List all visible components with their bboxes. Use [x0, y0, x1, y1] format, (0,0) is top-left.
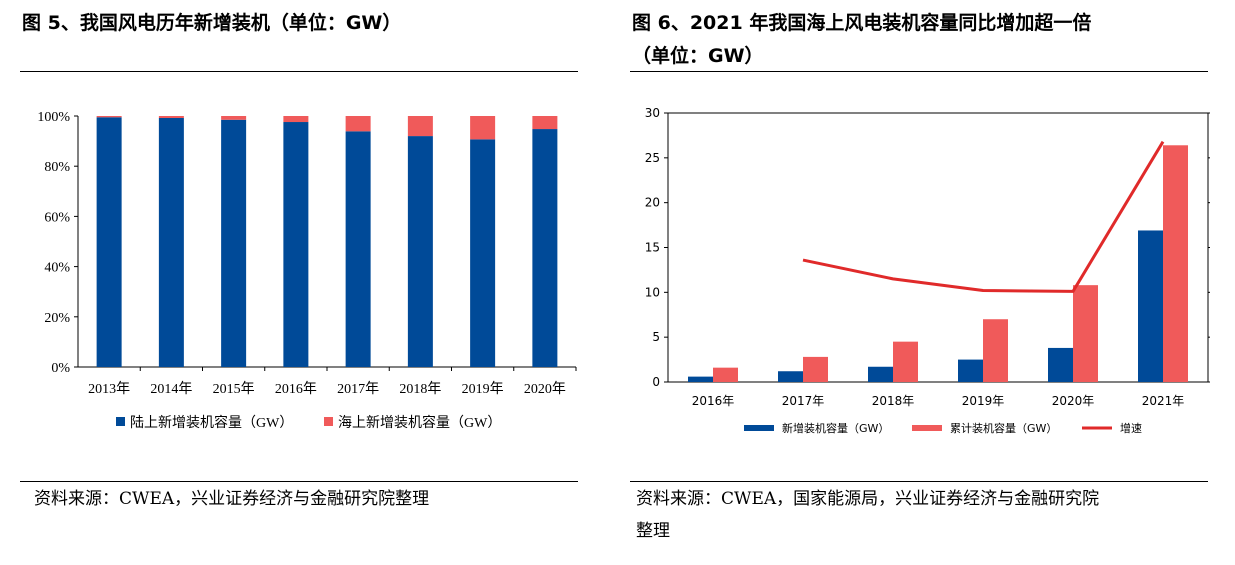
legend-cumulative-capacity-swatch — [912, 425, 942, 431]
new-capacity-bar — [868, 366, 893, 382]
y-tick-label: 20% — [44, 311, 70, 326]
legend-new-capacity-label: 新增装机容量（GW） — [782, 421, 889, 435]
figure-5-title: 图 5、我国风电历年新增装机（单位：GW） — [22, 12, 402, 34]
onshore-bar — [158, 118, 184, 367]
y-tick-label: 30 — [645, 106, 660, 120]
onshore-bar — [532, 129, 558, 367]
onshore-bar — [283, 122, 309, 367]
figure-6-bottom-rule — [630, 481, 1208, 482]
figure-6-source-line-1: 资料来源：CWEA，国家能源局，兴业证券经济与金融研究院 — [636, 489, 1100, 509]
y-tick-label: 0 — [652, 375, 660, 389]
y-tick-label: 60% — [44, 210, 70, 225]
x-tick-label: 2018年 — [872, 394, 915, 408]
x-tick-label: 2016年 — [692, 394, 735, 408]
y-tick-label: 100% — [37, 110, 70, 125]
legend-growth-rate-label: 增速 — [1120, 421, 1142, 435]
x-tick-label: 2020年 — [524, 381, 566, 397]
offshore-bar — [158, 116, 184, 119]
x-tick-label: 2018年 — [399, 381, 441, 397]
x-tick-label: 2014年 — [150, 381, 192, 397]
y-tick-label: 10 — [645, 285, 660, 299]
figure-5-panel: 图 5、我国风电历年新增装机（单位：GW） 0% 20% 40% 60% 80% 100%… — [20, 0, 580, 565]
legend-label-offshore: 海上新增装机容量（GW） — [338, 414, 501, 431]
x-tick-label: 2016年 — [275, 381, 317, 397]
x-tick-label: 2015年 — [213, 381, 255, 397]
y-tick-label: 80% — [44, 160, 70, 175]
x-tick-label: 2013年 — [88, 381, 130, 397]
new-capacity-bar — [778, 371, 803, 382]
cumulative-capacity-bar — [803, 356, 828, 382]
offshore-bar — [283, 116, 309, 123]
onshore-bar — [407, 136, 433, 367]
onshore-bar — [345, 131, 371, 367]
new-capacity-bar — [688, 376, 713, 382]
onshore-bar — [221, 119, 247, 367]
x-tick-label: 2019年 — [962, 394, 1005, 408]
new-capacity-bar — [1048, 347, 1073, 382]
legend-swatch-offshore — [324, 417, 333, 426]
cumulative-capacity-bar — [983, 319, 1008, 382]
figure-6-chart: 0 5 10 15 20 25 30 2016年 2017年 2018年 2019年 2020年 202… — [645, 106, 1210, 435]
y-tick-label: 40% — [44, 261, 70, 276]
legend-new-capacity-swatch — [744, 425, 774, 431]
cumulative-capacity-bar — [713, 367, 738, 382]
offshore-bar — [96, 116, 122, 118]
offshore-bar — [221, 116, 247, 120]
figure-5-bottom-rule — [20, 481, 578, 482]
legend-swatch-onshore — [116, 417, 125, 426]
y-tick-label: 5 — [652, 330, 660, 344]
cumulative-capacity-bar — [1163, 145, 1188, 382]
figure-6-panel: 图 6、2021 年我国海上风电装机容量同比增加超一倍 （单位：GW） 0 5 10… — [630, 0, 1210, 565]
figure-6-title-line-1: 图 6、2021 年我国海上风电装机容量同比增加超一倍 — [632, 12, 1092, 34]
onshore-bar — [470, 139, 496, 367]
legend-cumulative-capacity-label: 累计装机容量（GW） — [950, 421, 1057, 435]
cumulative-capacity-bar — [893, 341, 918, 382]
offshore-bar — [407, 116, 433, 137]
figure-6-source-line-2: 整理 — [636, 521, 670, 541]
y-tick-label: 20 — [645, 196, 660, 210]
new-capacity-bar — [958, 359, 983, 382]
x-tick-label: 2019年 — [462, 381, 504, 397]
onshore-bar — [96, 117, 122, 367]
figure-5-top-rule — [20, 71, 578, 72]
cumulative-capacity-bar — [1073, 285, 1098, 382]
x-tick-label: 2020年 — [1052, 394, 1095, 408]
plot-frame — [667, 112, 1209, 383]
figure-6-top-rule — [630, 71, 1208, 72]
x-tick-label: 2017年 — [782, 394, 825, 408]
y-tick-label: 25 — [645, 151, 660, 165]
y-tick-label: 0% — [51, 361, 70, 376]
legend-label-onshore: 陆上新增装机容量（GW） — [130, 414, 293, 431]
offshore-bar — [470, 116, 496, 140]
figure-6-title-line-2: （单位：GW） — [632, 45, 764, 67]
new-capacity-bar — [1138, 230, 1163, 382]
y-tick-label: 15 — [645, 241, 660, 255]
x-tick-label: 2021年 — [1142, 394, 1185, 408]
offshore-bar — [532, 116, 558, 130]
offshore-bar — [345, 116, 371, 132]
figure-5-source: 资料来源：CWEA，兴业证券经济与金融研究院整理 — [34, 489, 430, 509]
x-tick-label: 2017年 — [337, 381, 379, 397]
growth-rate-line — [802, 140, 1165, 293]
figure-5-chart: 0% 20% 40% 60% 80% 100% 2013年 2014年 2015年 2016年 20… — [37, 110, 577, 431]
